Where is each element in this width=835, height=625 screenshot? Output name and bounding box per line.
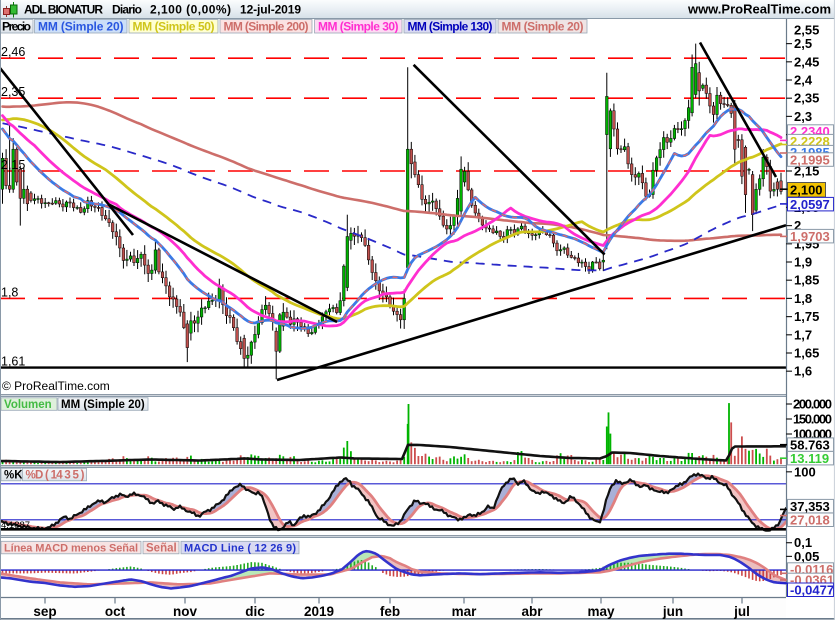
svg-text:MM (Simple 30): MM (Simple 30) xyxy=(318,19,399,33)
svg-text:-0,0477: -0,0477 xyxy=(790,583,834,598)
svg-text:2,35: 2,35 xyxy=(1,85,25,99)
svg-text:Línea MACD menos Señal: Línea MACD menos Señal xyxy=(4,543,138,555)
svg-text:%K: %K xyxy=(4,470,23,482)
svg-text:2019: 2019 xyxy=(304,604,334,619)
svg-text:150.000: 150.000 xyxy=(793,412,832,427)
svg-text:2,45: 2,45 xyxy=(794,54,819,69)
svg-text:1,8: 1,8 xyxy=(1,285,18,299)
svg-text:MM (Simple 20): MM (Simple 20) xyxy=(502,19,584,33)
svg-text:2,35: 2,35 xyxy=(794,91,819,106)
svg-text:2,4: 2,4 xyxy=(794,73,813,88)
svg-text:MM (Simple 130): MM (Simple 130) xyxy=(408,19,493,33)
svg-text:2,100 (0,00%): 2,100 (0,00%) xyxy=(150,3,231,17)
svg-text:1,61: 1,61 xyxy=(1,355,25,369)
svg-text:2,5: 2,5 xyxy=(794,36,812,51)
svg-text:© ProRealTime.com: © ProRealTime.com xyxy=(2,379,110,393)
svg-text:feb: feb xyxy=(380,604,400,619)
svg-text:oct: oct xyxy=(105,604,126,619)
svg-text:abr: abr xyxy=(521,604,543,619)
svg-text:27,018: 27,018 xyxy=(790,513,830,528)
svg-text:dic: dic xyxy=(245,604,265,619)
svg-text:jul: jul xyxy=(733,604,750,619)
svg-text:ADL BIONATUR: ADL BIONATUR xyxy=(24,3,103,17)
svg-text:12-jul-2019: 12-jul-2019 xyxy=(240,3,301,17)
svg-text:2,0597: 2,0597 xyxy=(790,197,830,212)
svg-text:1,75: 1,75 xyxy=(794,309,819,324)
svg-text:200.000: 200.000 xyxy=(793,397,832,412)
svg-text:Precio: Precio xyxy=(2,19,31,33)
svg-text:2,46: 2,46 xyxy=(1,45,25,59)
svg-text:jun: jun xyxy=(662,604,683,619)
svg-text:Volumen: Volumen xyxy=(4,399,52,411)
svg-text:nov: nov xyxy=(173,604,197,619)
svg-text:sep: sep xyxy=(33,604,56,619)
svg-text:mar: mar xyxy=(452,604,478,619)
svg-text:may: may xyxy=(587,604,615,619)
svg-text:MM (Simple 20): MM (Simple 20) xyxy=(61,399,145,411)
svg-text:1,6: 1,6 xyxy=(794,364,812,379)
svg-text:1,7: 1,7 xyxy=(794,327,812,342)
svg-text:1,9703: 1,9703 xyxy=(790,229,830,244)
svg-text:Señal: Señal xyxy=(146,543,177,555)
svg-text:MM (Simple 50): MM (Simple 50) xyxy=(133,19,215,33)
svg-text:%D ( 14 3 5 ): %D ( 14 3 5 ) xyxy=(26,470,85,482)
svg-text:4,1887: 4,1887 xyxy=(1,520,30,531)
svg-text:MM (Simple 20): MM (Simple 20) xyxy=(38,19,124,33)
svg-text:Diario: Diario xyxy=(112,3,142,17)
svg-text:www.ProRealTime.com: www.ProRealTime.com xyxy=(687,2,831,17)
svg-text:1,9: 1,9 xyxy=(794,255,812,270)
svg-text:100: 100 xyxy=(794,464,816,479)
svg-text:1,65: 1,65 xyxy=(794,346,819,361)
svg-text:2,1995: 2,1995 xyxy=(790,152,830,167)
svg-text:2,15: 2,15 xyxy=(1,158,25,172)
svg-text:MACD Line ( 12 26 9): MACD Line ( 12 26 9) xyxy=(184,543,296,555)
svg-text:MM (Simple 200): MM (Simple 200) xyxy=(224,19,309,33)
svg-text:2,3: 2,3 xyxy=(794,109,812,124)
svg-text:1,85: 1,85 xyxy=(794,273,819,288)
svg-text:1,8: 1,8 xyxy=(794,291,812,306)
svg-text:2,100: 2,100 xyxy=(790,182,823,197)
